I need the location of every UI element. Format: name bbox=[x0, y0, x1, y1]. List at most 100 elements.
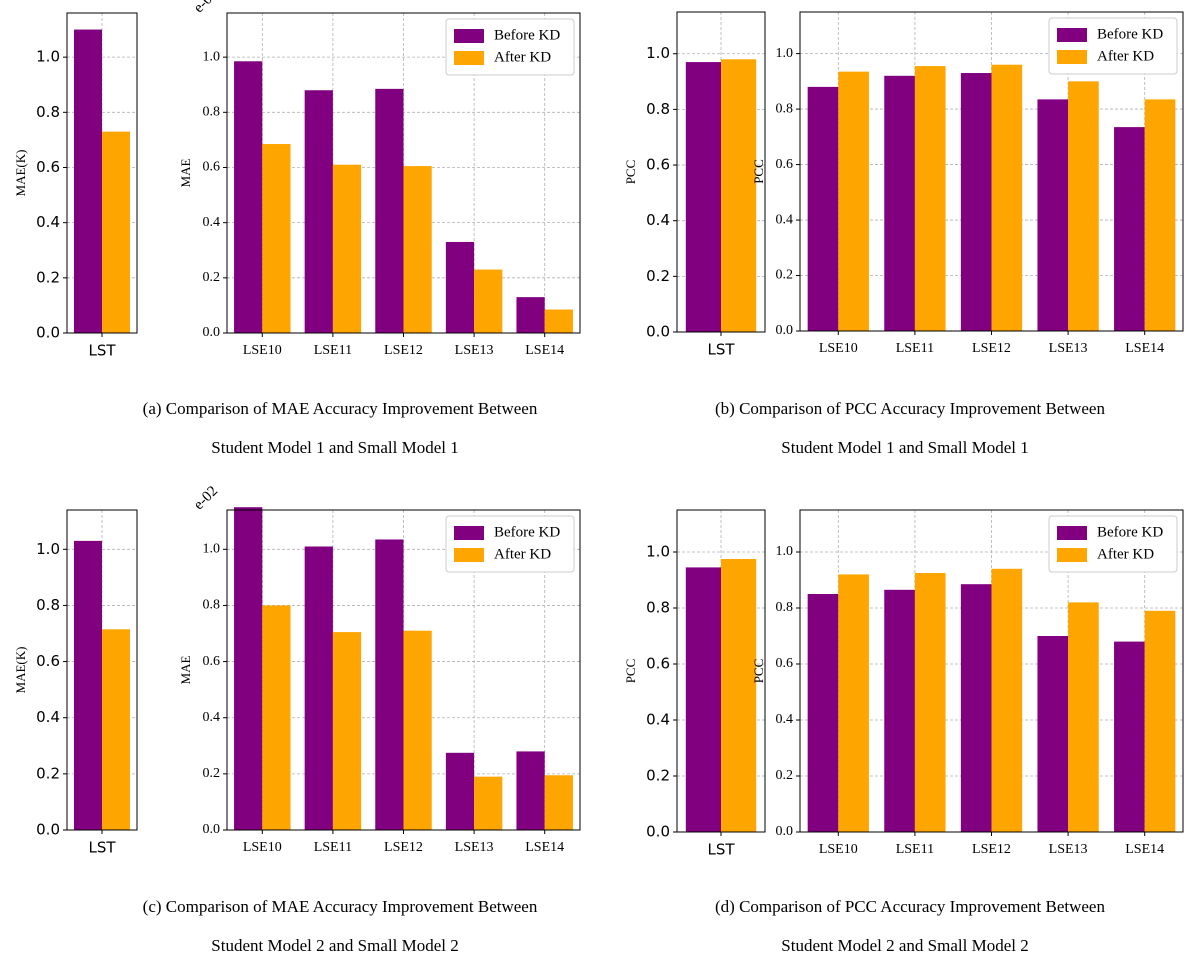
y-tick-label: 1.0 bbox=[203, 49, 221, 64]
y-tick-label: 0.8 bbox=[776, 600, 794, 615]
y-axis-label: PCC bbox=[623, 160, 638, 185]
y-tick-label: 0.6 bbox=[776, 656, 794, 671]
y-tick-label: 1.0 bbox=[36, 540, 60, 558]
bar bbox=[375, 88, 404, 334]
bar bbox=[332, 164, 362, 333]
x-tick-label: LSE14 bbox=[1125, 842, 1164, 857]
bar bbox=[685, 567, 721, 832]
x-tick-label: LSE12 bbox=[384, 840, 423, 855]
axes-frame bbox=[799, 509, 1184, 833]
y-tick-label: 0.2 bbox=[646, 267, 670, 285]
y-axis-label: MAE(K) bbox=[13, 150, 28, 197]
x-tick-label: LST bbox=[88, 839, 116, 857]
y-axis-label: PCC bbox=[751, 159, 766, 184]
bar bbox=[474, 269, 503, 333]
bar bbox=[102, 629, 130, 830]
y-tick-label: 0.2 bbox=[36, 268, 60, 286]
x-tick-label: LSE12 bbox=[384, 343, 423, 358]
y-axis-label: MAE(K) bbox=[13, 647, 28, 694]
y-tick-label: 0.2 bbox=[776, 768, 794, 783]
y-tick-label: 0.8 bbox=[36, 596, 60, 614]
bar bbox=[1068, 602, 1099, 832]
bar bbox=[960, 73, 992, 331]
legend-label: After KD bbox=[1097, 546, 1154, 562]
axes-frame bbox=[676, 11, 766, 333]
y-tick-label: 0.4 bbox=[646, 211, 670, 229]
caption: Student Model 2 and Small Model 2 bbox=[781, 936, 1028, 955]
y-tick-label: 0.0 bbox=[36, 324, 60, 342]
legend-swatch bbox=[454, 526, 484, 540]
caption: (a) Comparison of MAE Accuracy Improveme… bbox=[143, 399, 538, 418]
y-tick-label: 0.8 bbox=[776, 101, 794, 116]
bar bbox=[838, 574, 869, 832]
legend-label: After KD bbox=[494, 546, 551, 562]
bar bbox=[516, 751, 545, 830]
x-tick-label: LSE10 bbox=[819, 341, 858, 356]
axes-frame bbox=[66, 509, 138, 831]
bar bbox=[960, 584, 992, 832]
x-tick-label: LSE14 bbox=[525, 343, 564, 358]
legend-swatch bbox=[454, 29, 484, 43]
y-tick-label: 0.6 bbox=[646, 655, 670, 673]
bar bbox=[304, 546, 333, 830]
y-tick-label: 0.4 bbox=[36, 708, 60, 726]
bar bbox=[721, 559, 757, 832]
bar bbox=[332, 632, 362, 830]
x-tick-label: LST bbox=[88, 342, 116, 360]
axes-frame bbox=[226, 509, 581, 831]
y-tick-label: 0.8 bbox=[646, 100, 670, 118]
bar bbox=[102, 131, 130, 333]
x-tick-label: LSE11 bbox=[896, 842, 934, 857]
x-tick-label: LSE10 bbox=[243, 343, 282, 358]
bar bbox=[884, 75, 915, 331]
y-tick-label: 0.6 bbox=[36, 652, 60, 670]
legend-swatch bbox=[1057, 526, 1087, 540]
y-tick-label: 0.2 bbox=[646, 767, 670, 785]
y-tick-label: 0.6 bbox=[203, 654, 221, 669]
bar bbox=[1144, 99, 1176, 331]
bar bbox=[474, 776, 503, 830]
y-tick-label: 0.0 bbox=[203, 822, 221, 837]
bar bbox=[1114, 641, 1145, 832]
bar bbox=[544, 309, 573, 333]
y-tick-label: 0.4 bbox=[776, 212, 794, 227]
bar bbox=[1037, 636, 1069, 832]
legend-label: Before KD bbox=[494, 524, 560, 540]
y-tick-label: 1.0 bbox=[36, 48, 60, 66]
bar bbox=[403, 166, 432, 333]
bar bbox=[914, 573, 946, 832]
legend-swatch bbox=[454, 51, 484, 65]
axes-frame bbox=[676, 509, 766, 833]
y-tick-label: 0.0 bbox=[776, 323, 794, 338]
offset-text: e-02 bbox=[191, 483, 221, 513]
caption: Student Model 1 and Small Model 1 bbox=[211, 438, 458, 457]
bar bbox=[1114, 127, 1145, 331]
y-tick-label: 0.8 bbox=[203, 105, 221, 120]
y-tick-label: 0.8 bbox=[203, 598, 221, 613]
x-tick-label: LSE12 bbox=[972, 341, 1011, 356]
bar bbox=[262, 605, 291, 830]
x-tick-label: LSE11 bbox=[314, 840, 352, 855]
bar bbox=[375, 539, 404, 830]
x-tick-label: LSE10 bbox=[819, 842, 858, 857]
y-tick-label: 0.0 bbox=[646, 323, 670, 341]
bar bbox=[516, 297, 545, 333]
legend-swatch bbox=[1057, 548, 1087, 562]
x-tick-label: LSE11 bbox=[314, 343, 352, 358]
bar bbox=[403, 630, 432, 830]
caption: (b) Comparison of PCC Accuracy Improveme… bbox=[715, 399, 1105, 418]
bar bbox=[304, 90, 333, 333]
y-tick-label: 1.0 bbox=[646, 543, 670, 561]
bar bbox=[1068, 81, 1099, 331]
bar bbox=[74, 29, 102, 333]
y-tick-label: 1.0 bbox=[776, 544, 794, 559]
legend-label: After KD bbox=[1097, 48, 1154, 64]
x-tick-label: LSE13 bbox=[455, 840, 494, 855]
y-axis-label: MAE bbox=[178, 655, 193, 684]
bar bbox=[884, 589, 915, 832]
bar bbox=[74, 540, 102, 830]
bar bbox=[914, 66, 946, 331]
x-tick-label: LSE11 bbox=[896, 341, 934, 356]
y-axis-label: PCC bbox=[751, 659, 766, 684]
